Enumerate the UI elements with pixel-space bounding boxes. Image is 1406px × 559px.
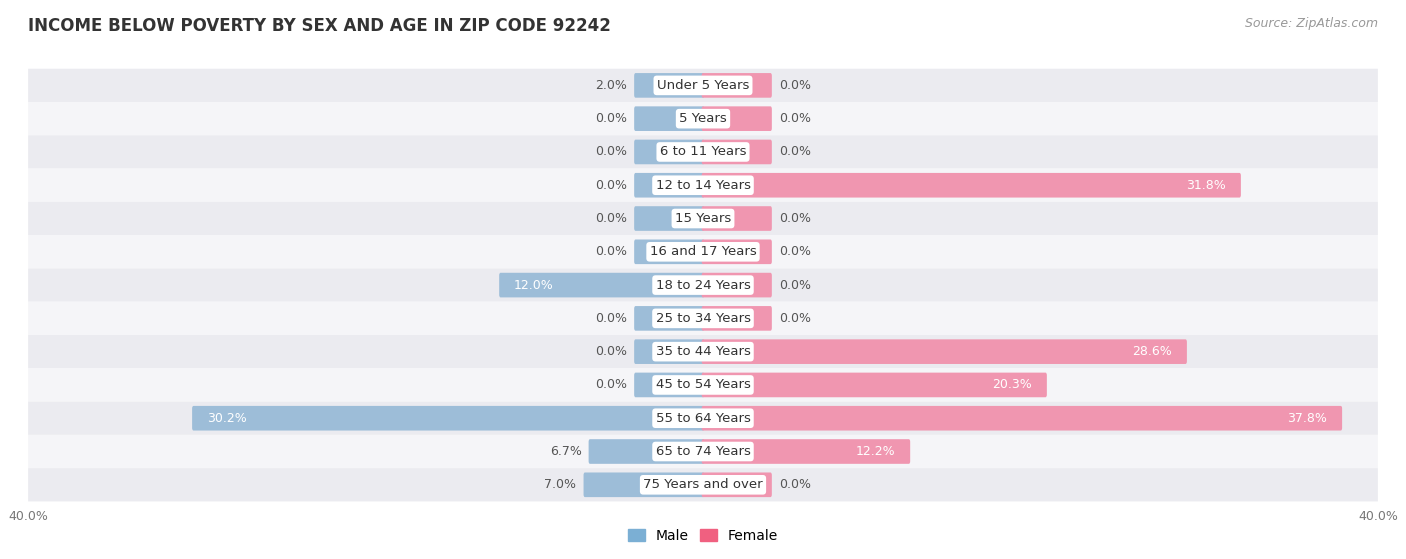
Text: 12.2%: 12.2% (856, 445, 896, 458)
Text: 5 Years: 5 Years (679, 112, 727, 125)
Text: 45 to 54 Years: 45 to 54 Years (655, 378, 751, 391)
FancyBboxPatch shape (702, 239, 772, 264)
Text: 35 to 44 Years: 35 to 44 Years (655, 345, 751, 358)
FancyBboxPatch shape (28, 235, 1378, 268)
FancyBboxPatch shape (28, 435, 1378, 468)
Text: 0.0%: 0.0% (595, 245, 627, 258)
FancyBboxPatch shape (702, 373, 1047, 397)
Text: 0.0%: 0.0% (595, 112, 627, 125)
Text: 2.0%: 2.0% (595, 79, 627, 92)
Text: 30.2%: 30.2% (207, 412, 246, 425)
FancyBboxPatch shape (702, 173, 1241, 197)
Text: 6.7%: 6.7% (550, 445, 582, 458)
Text: 0.0%: 0.0% (779, 112, 811, 125)
Text: 0.0%: 0.0% (779, 312, 811, 325)
FancyBboxPatch shape (634, 339, 704, 364)
FancyBboxPatch shape (583, 472, 704, 497)
FancyBboxPatch shape (28, 268, 1378, 302)
Text: 0.0%: 0.0% (779, 245, 811, 258)
FancyBboxPatch shape (589, 439, 704, 464)
Text: 28.6%: 28.6% (1132, 345, 1173, 358)
Text: 6 to 11 Years: 6 to 11 Years (659, 145, 747, 158)
Text: 18 to 24 Years: 18 to 24 Years (655, 278, 751, 292)
Text: 31.8%: 31.8% (1187, 179, 1226, 192)
Text: INCOME BELOW POVERTY BY SEX AND AGE IN ZIP CODE 92242: INCOME BELOW POVERTY BY SEX AND AGE IN Z… (28, 17, 612, 35)
FancyBboxPatch shape (28, 102, 1378, 135)
Text: 20.3%: 20.3% (993, 378, 1032, 391)
FancyBboxPatch shape (634, 140, 704, 164)
Text: 7.0%: 7.0% (544, 479, 576, 491)
Text: 0.0%: 0.0% (595, 345, 627, 358)
Text: 12 to 14 Years: 12 to 14 Years (655, 179, 751, 192)
FancyBboxPatch shape (634, 306, 704, 331)
FancyBboxPatch shape (634, 239, 704, 264)
Text: 0.0%: 0.0% (779, 479, 811, 491)
Text: 0.0%: 0.0% (779, 79, 811, 92)
FancyBboxPatch shape (28, 202, 1378, 235)
FancyBboxPatch shape (702, 73, 772, 98)
FancyBboxPatch shape (28, 401, 1378, 435)
Text: 75 Years and over: 75 Years and over (643, 479, 763, 491)
Text: 0.0%: 0.0% (595, 212, 627, 225)
FancyBboxPatch shape (28, 368, 1378, 401)
FancyBboxPatch shape (634, 206, 704, 231)
FancyBboxPatch shape (28, 302, 1378, 335)
FancyBboxPatch shape (634, 73, 704, 98)
Text: 0.0%: 0.0% (779, 278, 811, 292)
Text: 65 to 74 Years: 65 to 74 Years (655, 445, 751, 458)
Legend: Male, Female: Male, Female (623, 523, 783, 548)
FancyBboxPatch shape (193, 406, 704, 430)
FancyBboxPatch shape (28, 169, 1378, 202)
FancyBboxPatch shape (702, 306, 772, 331)
FancyBboxPatch shape (634, 106, 704, 131)
FancyBboxPatch shape (28, 69, 1378, 102)
FancyBboxPatch shape (702, 273, 772, 297)
FancyBboxPatch shape (702, 140, 772, 164)
Text: 37.8%: 37.8% (1288, 412, 1327, 425)
FancyBboxPatch shape (499, 273, 704, 297)
FancyBboxPatch shape (28, 135, 1378, 169)
FancyBboxPatch shape (634, 173, 704, 197)
FancyBboxPatch shape (702, 406, 1343, 430)
FancyBboxPatch shape (702, 439, 910, 464)
Text: 16 and 17 Years: 16 and 17 Years (650, 245, 756, 258)
FancyBboxPatch shape (702, 106, 772, 131)
Text: 0.0%: 0.0% (779, 212, 811, 225)
Text: 0.0%: 0.0% (595, 312, 627, 325)
Text: 12.0%: 12.0% (515, 278, 554, 292)
FancyBboxPatch shape (702, 472, 772, 497)
Text: Under 5 Years: Under 5 Years (657, 79, 749, 92)
Text: 15 Years: 15 Years (675, 212, 731, 225)
Text: 0.0%: 0.0% (595, 145, 627, 158)
Text: 0.0%: 0.0% (779, 145, 811, 158)
FancyBboxPatch shape (702, 206, 772, 231)
FancyBboxPatch shape (28, 335, 1378, 368)
Text: 0.0%: 0.0% (595, 378, 627, 391)
Text: 0.0%: 0.0% (595, 179, 627, 192)
Text: 55 to 64 Years: 55 to 64 Years (655, 412, 751, 425)
FancyBboxPatch shape (28, 468, 1378, 501)
Text: 25 to 34 Years: 25 to 34 Years (655, 312, 751, 325)
FancyBboxPatch shape (634, 373, 704, 397)
Text: Source: ZipAtlas.com: Source: ZipAtlas.com (1244, 17, 1378, 30)
FancyBboxPatch shape (702, 339, 1187, 364)
